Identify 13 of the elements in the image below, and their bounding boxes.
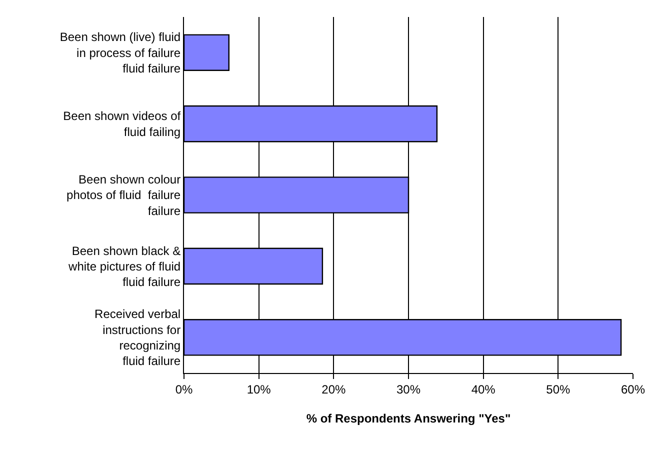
y-tick-label: Been shown colour photos of fluid failure failure bbox=[66, 172, 181, 218]
x-tick-label: 30% bbox=[396, 382, 421, 396]
x-axis-title: % of Respondents Answering "Yes" bbox=[306, 411, 511, 426]
y-tick-label: Been shown (live) fluid in process of failure fluid failure bbox=[60, 30, 181, 76]
x-tick-label: 40% bbox=[471, 382, 496, 396]
y-tick-label: Received verbal instructions for recognizing fluid failure bbox=[94, 307, 181, 368]
x-tick-label: 0% bbox=[175, 382, 193, 396]
y-tick-label: Been shown videos of fluid failing bbox=[63, 109, 182, 139]
y-tick-label: Been shown black & white pictures of fluid fluid failure bbox=[68, 244, 181, 289]
x-tick-label: 20% bbox=[322, 382, 346, 396]
x-tick-label: 50% bbox=[546, 382, 570, 396]
x-tick-label: 60% bbox=[620, 382, 646, 396]
x-tick-label: 10% bbox=[246, 382, 272, 396]
